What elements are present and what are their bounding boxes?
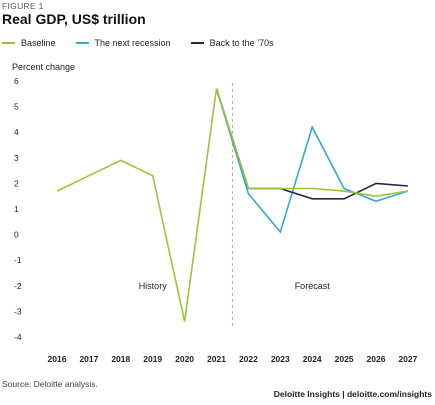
x-tick-label: 2025 xyxy=(335,354,354,364)
figure-label: FIGURE 1 xyxy=(2,1,44,11)
y-tick-label: 3 xyxy=(14,153,19,163)
legend-swatch-back-to-70s xyxy=(190,42,204,44)
x-tick-label: 2026 xyxy=(367,354,386,364)
legend-label-baseline: Baseline xyxy=(21,38,56,48)
legend-label-next-recession: The next recession xyxy=(94,38,171,48)
y-axis-label: Percent change xyxy=(12,62,75,72)
x-tick-label: 2016 xyxy=(48,354,67,364)
y-tick-labels: 6 5 4 3 2 1 0 -1 -2 -3 -4 xyxy=(14,76,22,342)
x-tick-label: 2021 xyxy=(207,354,226,364)
chart-title: Real GDP, US$ trillion xyxy=(2,11,146,27)
x-tick-label: 2018 xyxy=(111,354,130,364)
y-tick-label: 4 xyxy=(14,127,19,137)
x-tick-label: 2022 xyxy=(239,354,258,364)
x-tick-label: 2019 xyxy=(143,354,162,364)
x-tick-label: 2024 xyxy=(303,354,322,364)
y-tick-label: 2 xyxy=(14,178,19,188)
legend-swatch-baseline xyxy=(2,42,15,44)
y-tick-label: 0 xyxy=(14,230,19,240)
y-tick-label: 1 xyxy=(14,204,19,214)
series-line-the-next-recession xyxy=(215,88,409,234)
legend-item-back-to-70s: Back to the ’70s xyxy=(190,38,274,48)
y-tick-label: 5 xyxy=(14,102,19,112)
y-tick-label: -1 xyxy=(14,255,22,265)
x-tick-labels: 2016 2017 2018 2019 2020 2021 2022 2023 2024 2025… xyxy=(48,354,418,364)
brand-footer: Deloitte Insights | deloitte.com/insight… xyxy=(273,389,432,399)
legend-item-baseline: Baseline xyxy=(2,38,56,48)
x-tick-label: 2017 xyxy=(79,354,98,364)
source-note: Source: Deloitte analysis. xyxy=(2,379,98,389)
legend-swatch-next-recession xyxy=(75,42,89,44)
x-tick-label: 2023 xyxy=(271,354,290,364)
y-tick-label: 6 xyxy=(14,76,19,86)
legend-label-back-to-70s: Back to the ’70s xyxy=(209,38,274,48)
chart-legend: Baseline The next recession Back to the … xyxy=(2,38,294,48)
forecast-label: Forecast xyxy=(295,281,331,291)
series-lines xyxy=(56,88,409,322)
y-tick-label: -4 xyxy=(14,332,22,342)
legend-item-next-recession: The next recession xyxy=(75,38,171,48)
x-tick-label: 2027 xyxy=(398,354,417,364)
y-tick-label: -3 xyxy=(14,306,22,316)
series-line-baseline xyxy=(56,88,409,322)
y-tick-label: -2 xyxy=(14,281,22,291)
history-label: History xyxy=(139,281,168,291)
x-tick-label: 2020 xyxy=(175,354,194,364)
